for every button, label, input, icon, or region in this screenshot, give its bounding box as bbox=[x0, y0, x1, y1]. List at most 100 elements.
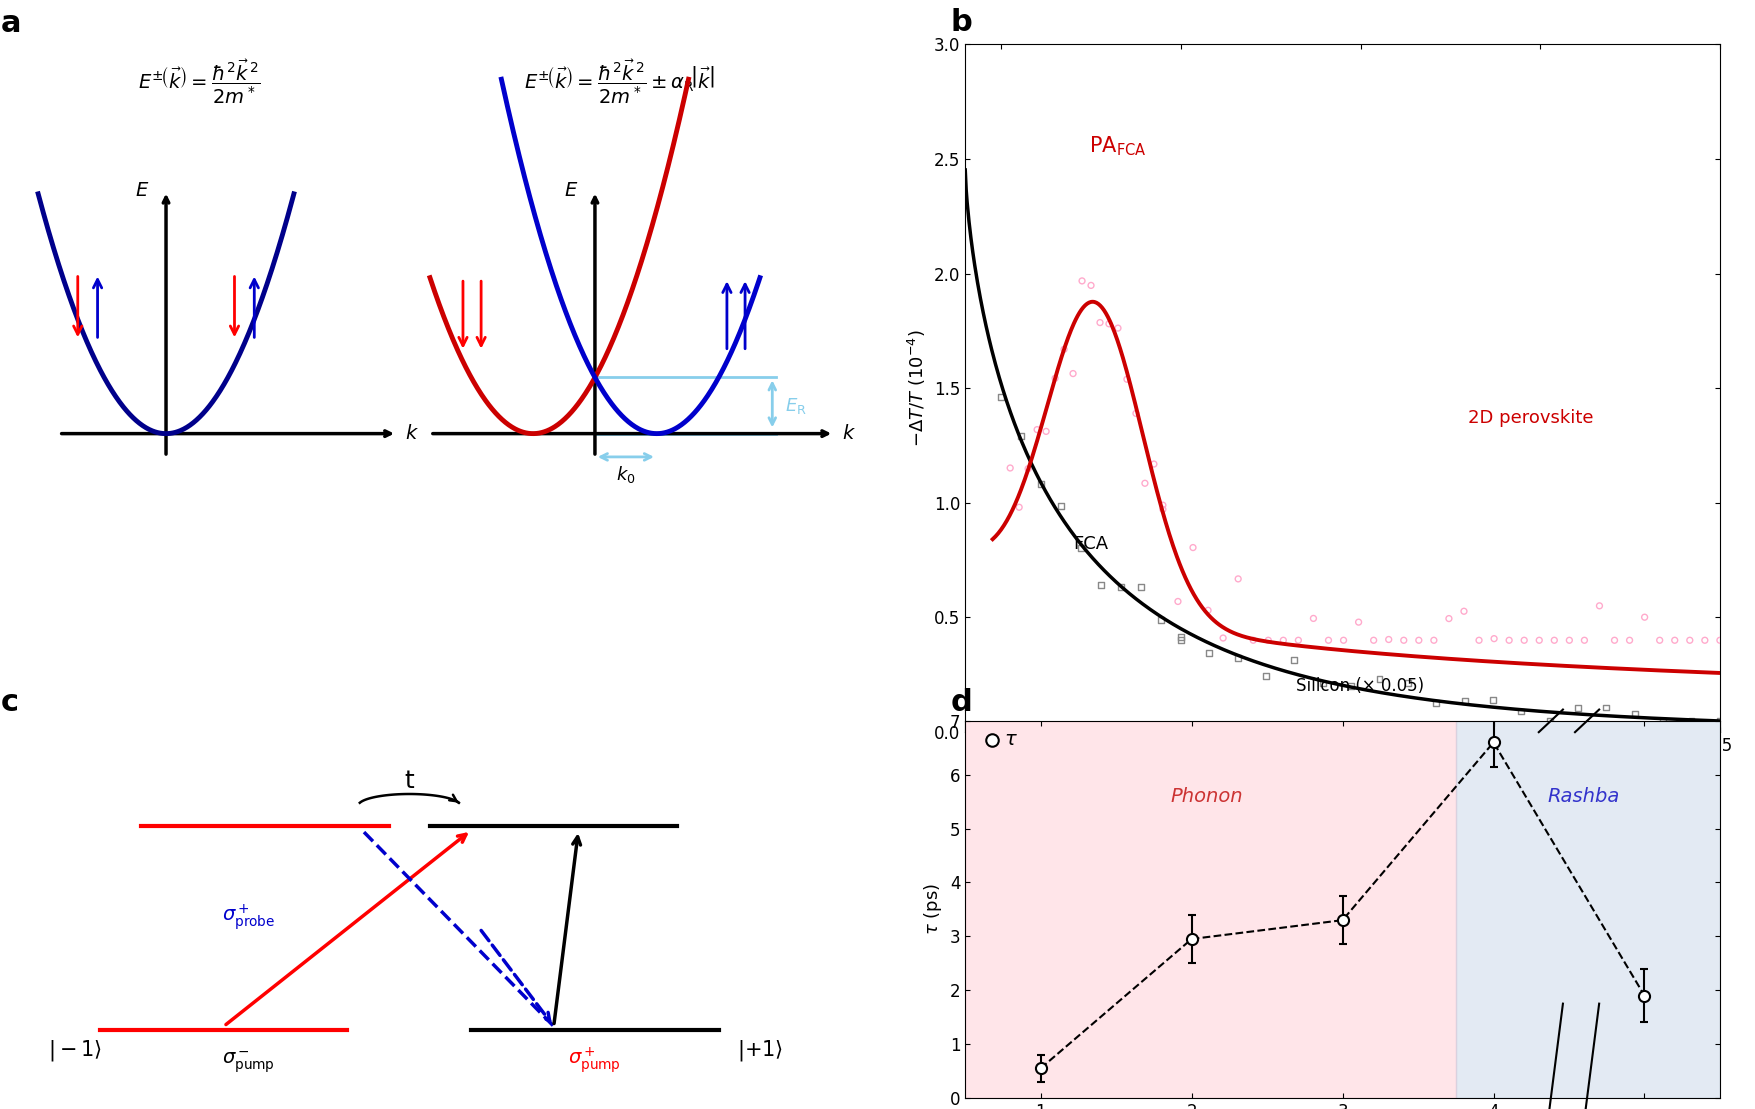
Point bbox=[1255, 631, 1283, 649]
Point bbox=[1555, 631, 1583, 649]
Point bbox=[1374, 631, 1402, 649]
Point bbox=[1006, 498, 1034, 516]
Point bbox=[1058, 365, 1086, 383]
Text: $k_0$: $k_0$ bbox=[616, 465, 635, 486]
X-axis label: Photon energy (eV): Photon energy (eV) bbox=[1255, 761, 1430, 779]
Point bbox=[1150, 497, 1178, 515]
Point bbox=[997, 459, 1025, 477]
Text: τ: τ bbox=[1004, 730, 1016, 750]
Text: $k$: $k$ bbox=[842, 424, 856, 444]
Point bbox=[1130, 475, 1158, 492]
Text: b: b bbox=[949, 9, 972, 38]
Text: $E^{\pm}\!\left(\vec{k}\right)=\dfrac{\hbar^2\vec{k}^{\,2}}{2m^*}\pm\alpha_{\mat: $E^{\pm}\!\left(\vec{k}\right)=\dfrac{\h… bbox=[525, 58, 716, 106]
Text: $|-1\rangle$: $|-1\rangle$ bbox=[47, 1038, 102, 1062]
Point bbox=[1164, 592, 1192, 610]
Point bbox=[1299, 610, 1327, 628]
Text: 2D perovskite: 2D perovskite bbox=[1469, 408, 1594, 427]
Point bbox=[1676, 631, 1704, 649]
Point bbox=[1479, 630, 1508, 648]
Point bbox=[1465, 631, 1494, 649]
Bar bbox=[965, 721, 1455, 1098]
Text: PA$_{\mathrm{FCA}}$: PA$_{\mathrm{FCA}}$ bbox=[1090, 134, 1146, 157]
Point bbox=[1167, 631, 1195, 649]
Point bbox=[1404, 631, 1432, 649]
Point bbox=[1450, 602, 1478, 620]
Point bbox=[1393, 674, 1422, 692]
Point bbox=[1223, 649, 1251, 667]
Text: t: t bbox=[404, 770, 414, 793]
Text: $E$: $E$ bbox=[563, 181, 579, 201]
Point bbox=[1360, 631, 1388, 649]
Point bbox=[1646, 631, 1674, 649]
Point bbox=[1150, 500, 1178, 518]
Point bbox=[1195, 644, 1223, 662]
Point bbox=[1023, 420, 1051, 438]
Text: Rashba: Rashba bbox=[1548, 786, 1620, 805]
Point bbox=[1285, 631, 1313, 649]
Point bbox=[1592, 699, 1620, 716]
Point bbox=[1113, 370, 1141, 388]
Point bbox=[1690, 631, 1718, 649]
Point bbox=[1239, 631, 1267, 649]
Point bbox=[1622, 704, 1650, 722]
Point bbox=[1525, 631, 1553, 649]
Text: $|{+1}\rangle$: $|{+1}\rangle$ bbox=[737, 1038, 783, 1062]
Text: $E$: $E$ bbox=[135, 181, 149, 201]
Text: $\sigma^-_{\mathrm{pump}}$: $\sigma^-_{\mathrm{pump}}$ bbox=[223, 1049, 276, 1075]
Point bbox=[1269, 631, 1297, 649]
Point bbox=[1564, 699, 1592, 716]
Point bbox=[1630, 609, 1658, 627]
Point bbox=[1390, 631, 1418, 649]
Point bbox=[1121, 405, 1150, 423]
Point bbox=[1067, 539, 1095, 557]
Point bbox=[1048, 497, 1076, 515]
Y-axis label: $-\Delta T/T\ (10^{-4})$: $-\Delta T/T\ (10^{-4})$ bbox=[906, 329, 928, 447]
Point bbox=[1330, 631, 1358, 649]
Text: $\sigma^+_{\mathrm{pump}}$: $\sigma^+_{\mathrm{pump}}$ bbox=[569, 1045, 621, 1075]
Y-axis label: $\tau$ (ps): $\tau$ (ps) bbox=[921, 884, 944, 935]
Point bbox=[1479, 692, 1508, 710]
Point bbox=[1209, 629, 1237, 647]
Point bbox=[1069, 272, 1097, 289]
Point bbox=[1032, 423, 1060, 440]
Point bbox=[1139, 455, 1167, 472]
Text: Silicon (× 0.05): Silicon (× 0.05) bbox=[1297, 676, 1425, 694]
Point bbox=[1251, 668, 1279, 685]
Point bbox=[1436, 610, 1464, 628]
Point bbox=[1601, 631, 1629, 649]
Point bbox=[1420, 631, 1448, 649]
Point bbox=[1536, 712, 1564, 730]
Text: d: d bbox=[949, 688, 972, 718]
Text: $E_{\mathrm{R}}$: $E_{\mathrm{R}}$ bbox=[784, 396, 807, 416]
Point bbox=[1107, 579, 1135, 597]
Bar bbox=[1457, 721, 1720, 1098]
Point bbox=[1678, 712, 1706, 730]
Point bbox=[1146, 611, 1174, 629]
Point bbox=[1078, 276, 1106, 294]
Point bbox=[1337, 678, 1365, 695]
Point bbox=[1309, 674, 1337, 692]
Point bbox=[1104, 319, 1132, 337]
Point bbox=[1007, 427, 1035, 445]
Point bbox=[1127, 578, 1155, 596]
Point bbox=[1706, 712, 1734, 730]
Text: a: a bbox=[2, 9, 21, 38]
Point bbox=[1049, 340, 1078, 358]
Text: $k$: $k$ bbox=[405, 424, 419, 444]
Point bbox=[986, 388, 1014, 406]
Text: $E^{\pm}\!\left(\vec{k}\right)=\dfrac{\hbar^2\vec{k}^{\,2}}{2m^*}$: $E^{\pm}\!\left(\vec{k}\right)=\dfrac{\h… bbox=[139, 58, 260, 106]
Point bbox=[1660, 631, 1688, 649]
Point bbox=[1086, 576, 1114, 593]
Point bbox=[1616, 631, 1644, 649]
Point bbox=[1571, 631, 1599, 649]
Point bbox=[1650, 712, 1678, 730]
Point bbox=[1706, 631, 1734, 649]
Point bbox=[1095, 315, 1123, 333]
Point bbox=[1167, 628, 1195, 645]
Point bbox=[1086, 314, 1114, 332]
Point bbox=[1365, 670, 1393, 688]
Point bbox=[1495, 631, 1523, 649]
Point bbox=[1508, 703, 1536, 721]
Text: $\sigma^+_{\mathrm{probe}}$: $\sigma^+_{\mathrm{probe}}$ bbox=[221, 902, 276, 932]
Point bbox=[1027, 475, 1055, 492]
